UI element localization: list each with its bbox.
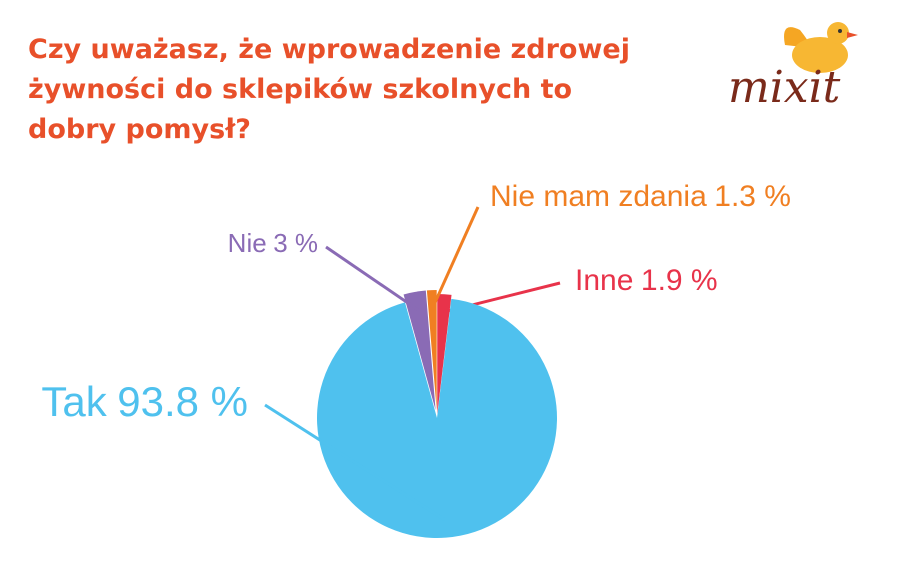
slice-name: Nie mam zdania xyxy=(490,180,707,213)
slice-label: Nie mam zdania 1.3 % xyxy=(490,180,791,213)
pie-slice xyxy=(437,294,452,415)
leader-line xyxy=(325,245,419,311)
slice-value: 3 % xyxy=(273,228,318,258)
slice-name: Tak xyxy=(41,378,107,425)
leader-line xyxy=(431,206,480,309)
logo-bird xyxy=(784,22,858,73)
slice-label: Inne 1.9 % xyxy=(575,264,718,297)
slice-value: 1.3 % xyxy=(714,180,791,213)
slice-value: 1.9 % xyxy=(641,264,718,297)
slice-value: 93.8 % xyxy=(117,378,248,425)
slice-name: Nie xyxy=(228,228,267,258)
slice-name: Inne xyxy=(575,264,633,297)
slice-label: Nie 3 % xyxy=(228,228,318,258)
pie-slice xyxy=(316,298,557,538)
logo-text: mixit xyxy=(728,62,841,113)
chart-title: Czy uważasz, że wprowadzenie zdrowej żywn… xyxy=(28,34,630,145)
leader-line xyxy=(264,403,446,521)
slice-label: Tak 93.8 % xyxy=(41,378,248,425)
pie-slice xyxy=(403,290,436,411)
pie-slice xyxy=(426,290,437,411)
